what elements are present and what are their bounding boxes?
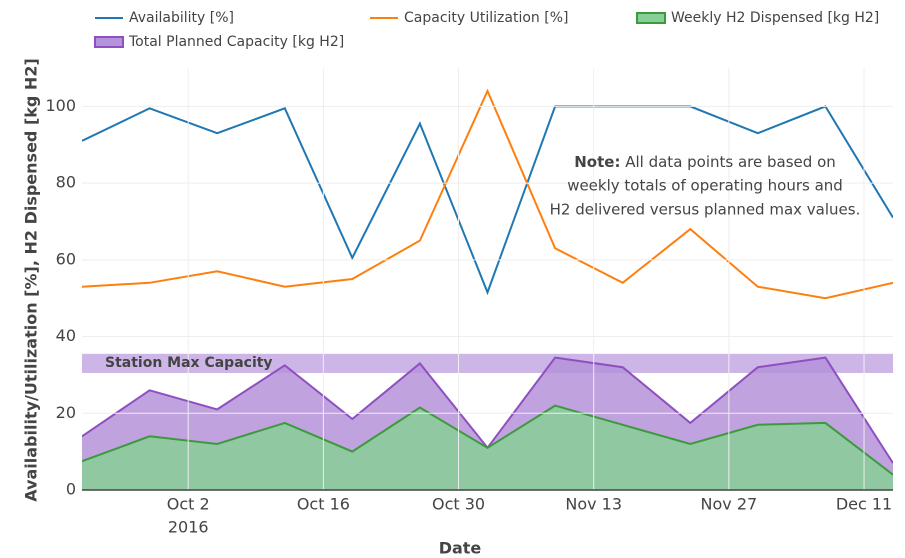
legend-label: Weekly H2 Dispensed [kg H2] — [671, 10, 879, 26]
note-text: All data points are based on — [625, 153, 836, 171]
legend-label: Capacity Utilization [%] — [404, 10, 568, 26]
x-tick-label: Oct 30 — [432, 495, 485, 514]
line — [82, 105, 893, 296]
line — [82, 88, 893, 300]
x-tick-label: Nov 13 — [565, 495, 622, 514]
x-tick-label: Nov 27 — [701, 495, 758, 514]
legend-label: Availability [%] — [129, 10, 234, 26]
area-line — [82, 404, 893, 476]
y-tick-label: 0 — [66, 480, 76, 499]
y-tick-label: 80 — [56, 173, 76, 192]
band-label: Station Max Capacity — [105, 355, 273, 371]
y-tick-label: 40 — [56, 326, 76, 345]
x-tick-label: Dec 11 — [836, 495, 892, 514]
note-line: Note: All data points are based on — [574, 153, 836, 171]
legend-swatch — [636, 12, 666, 24]
y-tick-label: 60 — [56, 249, 76, 268]
note-line: H2 delivered versus planned max values. — [550, 201, 861, 219]
y-axis-title: Availability/Utilization [%], H2 Dispens… — [22, 58, 41, 502]
plot-area — [82, 88, 893, 490]
y-tick-label: 20 — [56, 403, 76, 422]
note-line: weekly totals of operating hours and — [567, 177, 843, 195]
x-year-label: 2016 — [168, 518, 209, 537]
x-tick-label: Oct 16 — [297, 495, 350, 514]
y-tick-label: 100 — [45, 96, 76, 115]
note-bold: Note: — [574, 153, 620, 171]
x-axis-title: Date — [439, 539, 482, 558]
x-tick-label: Oct 2 — [167, 495, 210, 514]
legend-label: Total Planned Capacity [kg H2] — [128, 34, 344, 50]
legend-swatch — [94, 36, 124, 48]
